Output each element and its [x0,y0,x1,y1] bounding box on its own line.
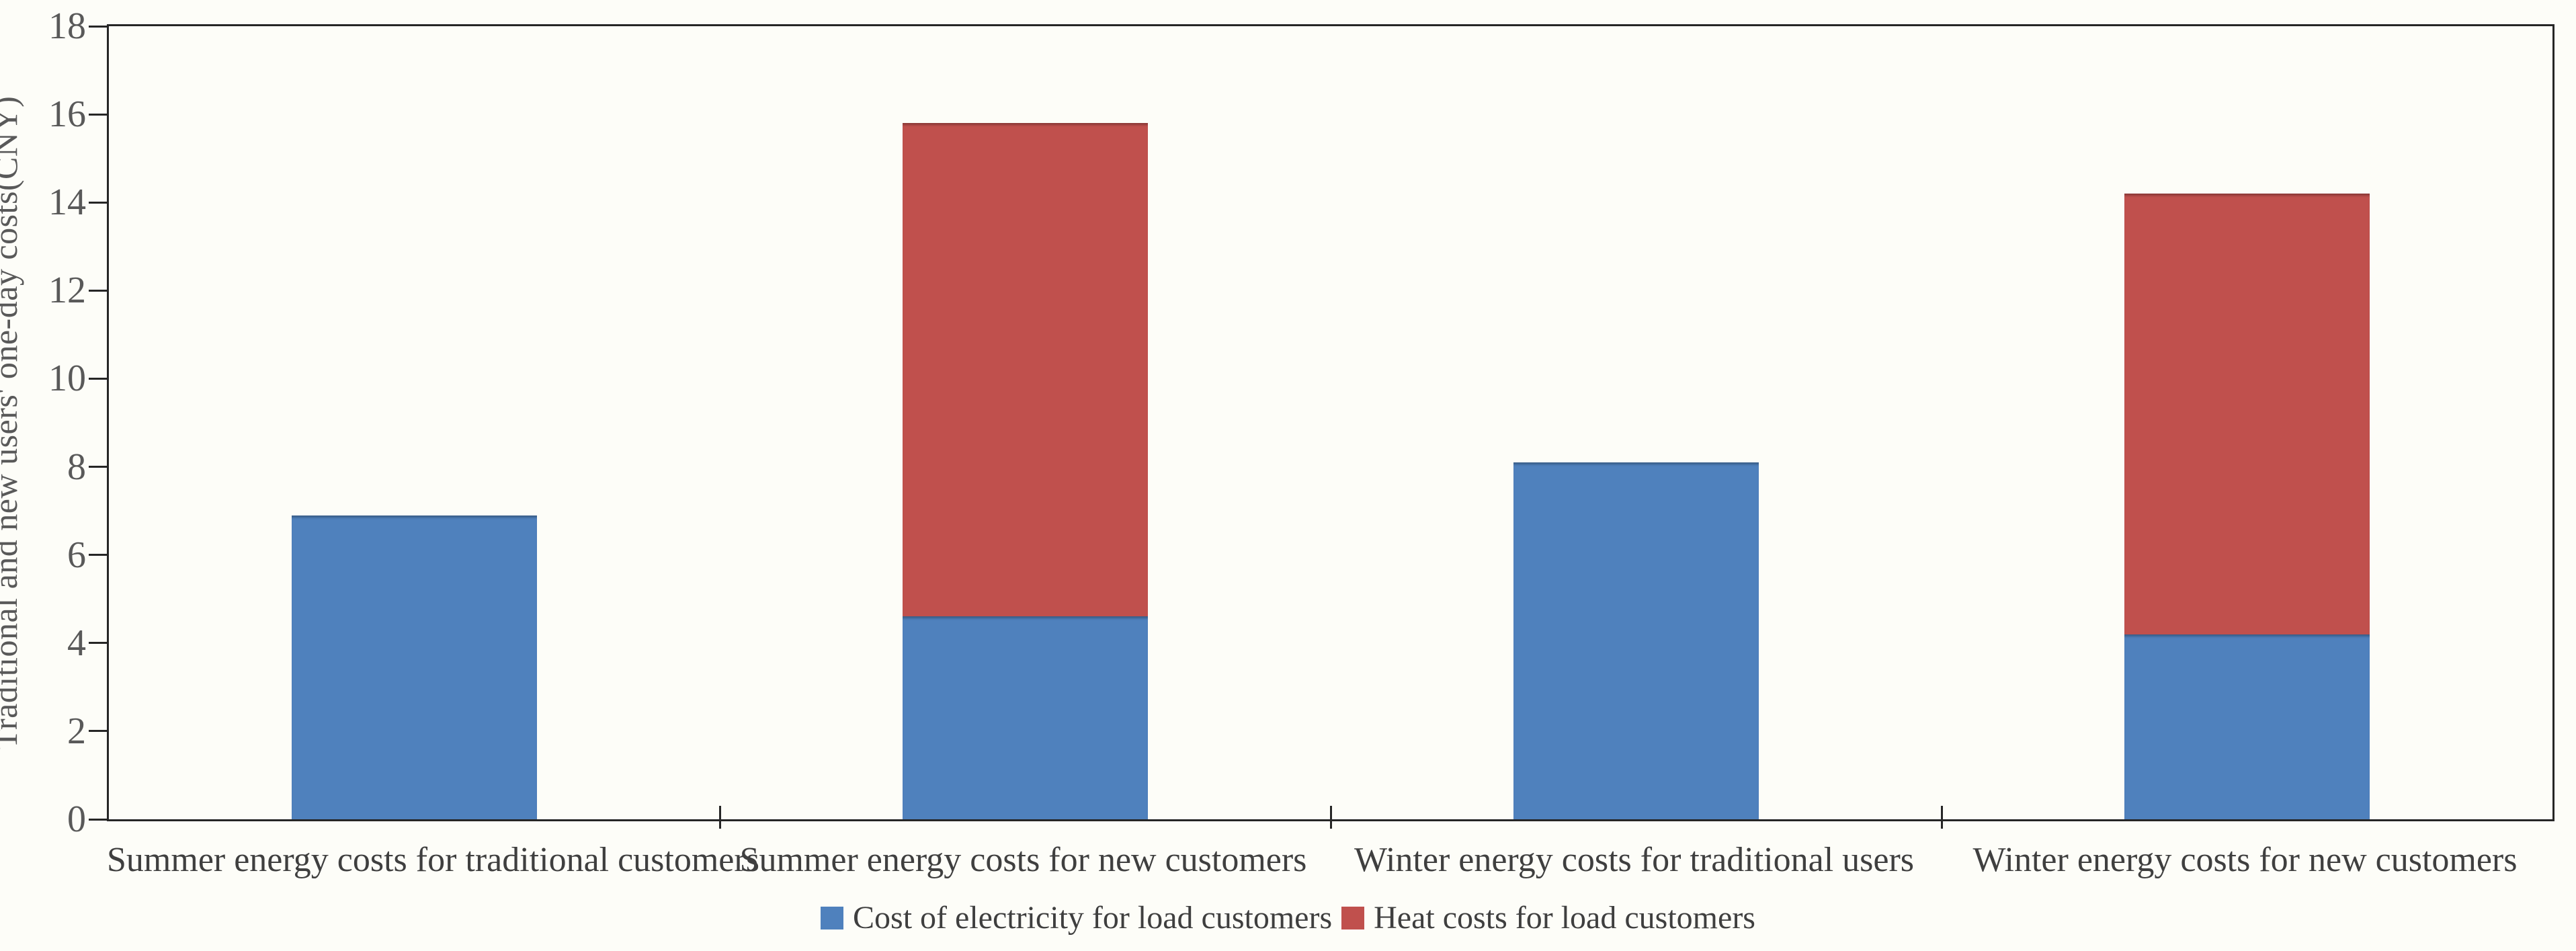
y-axis-tick-label: 6 [67,534,86,576]
legend-swatch-icon [821,906,843,929]
bar-segment-heat [903,123,1148,617]
legend-item-electricity: Cost of electricity for load customers [821,899,1332,936]
x-axis-category-label: Summer energy costs for traditional cust… [107,841,759,879]
y-axis-tick [89,818,107,821]
y-axis-tick [89,201,107,204]
y-axis-tick-label: 18 [48,5,86,47]
x-axis-category-labels: Summer energy costs for traditional cust… [107,839,2554,893]
y-axis-tick-label: 8 [67,446,86,488]
y-axis-tick-label: 14 [48,181,86,224]
chart-legend: Cost of electricity for load customers He… [0,899,2576,936]
x-axis-category-label: Summer energy costs for new customers [739,841,1307,879]
y-axis-tick-label: 16 [48,93,86,136]
y-axis-tick [89,730,107,733]
bar-segment-electricity [1513,462,1759,819]
y-axis-tick-label: 2 [67,710,86,752]
y-axis-tick-label: 12 [48,270,86,312]
x-axis-category-label: Winter energy costs for new customers [1972,841,2518,879]
plot-area: 0 2 4 6 8 10 12 14 16 18 [48,6,2554,839]
y-axis-tick [89,377,107,380]
bar-segment-electricity [2124,634,2370,819]
y-axis-tick [89,25,107,28]
legend-item-label: Heat costs for load customers [1374,900,1755,936]
y-axis-tick [89,466,107,468]
y-axis-tick-label: 4 [67,622,86,664]
legend-item-heat: Heat costs for load customers [1341,899,1755,936]
y-axis-tick [89,554,107,556]
x-axis-boundary-tick [1329,806,1332,829]
bar-segment-electricity [903,616,1148,819]
legend-item-label: Cost of electricity for load customers [853,900,1333,936]
bar-segment-electricity [292,515,537,819]
y-axis-tick [89,289,107,292]
y-axis-tick [89,642,107,645]
legend-swatch-icon [1341,906,1365,929]
x-axis-category-label: Winter energy costs for traditional user… [1354,841,1915,879]
bar-segment-heat [2124,194,2370,634]
x-axis-boundary-tick [718,806,721,829]
x-axis-boundary-tick [1940,806,1943,829]
y-axis-tick-label: 0 [67,798,86,840]
y-axis-tick-label: 10 [48,358,86,400]
y-axis-tick [89,113,107,116]
